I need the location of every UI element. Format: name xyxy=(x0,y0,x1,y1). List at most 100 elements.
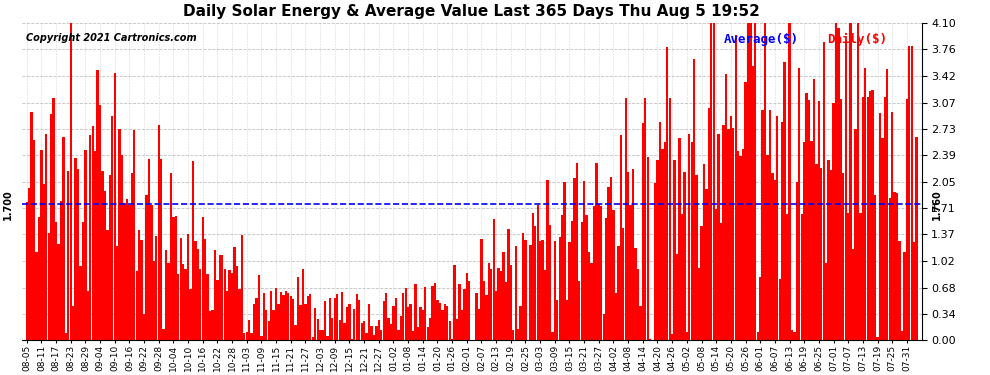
Bar xyxy=(718,134,720,340)
Bar xyxy=(495,291,497,340)
Bar xyxy=(52,98,54,340)
Bar xyxy=(798,68,801,341)
Bar xyxy=(319,330,322,340)
Bar xyxy=(377,320,380,340)
Bar xyxy=(854,129,856,340)
Text: 1.700: 1.700 xyxy=(3,189,13,220)
Bar xyxy=(866,98,869,340)
Bar xyxy=(610,177,612,340)
Bar xyxy=(593,206,595,340)
Bar xyxy=(838,28,840,340)
Bar xyxy=(622,228,625,340)
Bar xyxy=(774,180,776,340)
Bar xyxy=(162,329,164,340)
Bar xyxy=(272,310,275,340)
Bar xyxy=(365,333,367,340)
Bar xyxy=(170,172,172,340)
Bar xyxy=(551,332,553,340)
Bar xyxy=(387,318,390,340)
Bar xyxy=(150,205,152,340)
Bar xyxy=(104,191,106,340)
Bar xyxy=(41,150,43,340)
Bar xyxy=(129,205,131,340)
Bar xyxy=(332,318,334,340)
Bar xyxy=(460,310,463,340)
Bar xyxy=(566,300,568,340)
Bar xyxy=(776,117,778,340)
Bar xyxy=(681,214,683,340)
Bar xyxy=(346,307,348,340)
Bar xyxy=(392,306,395,340)
Bar xyxy=(532,213,534,340)
Bar xyxy=(646,157,648,340)
Bar xyxy=(463,288,465,340)
Bar xyxy=(92,126,94,341)
Bar xyxy=(588,252,590,340)
Bar xyxy=(167,262,169,340)
Bar xyxy=(43,184,45,340)
Bar xyxy=(656,160,658,340)
Bar xyxy=(309,294,312,340)
Bar xyxy=(209,311,211,340)
Bar xyxy=(830,170,833,340)
Bar xyxy=(400,316,402,340)
Bar xyxy=(437,300,439,340)
Bar xyxy=(290,296,292,340)
Bar xyxy=(26,202,28,340)
Bar xyxy=(285,291,287,340)
Text: Copyright 2021 Cartronics.com: Copyright 2021 Cartronics.com xyxy=(27,33,197,43)
Bar xyxy=(221,255,224,340)
Bar xyxy=(820,168,823,340)
Bar xyxy=(898,242,901,340)
Bar xyxy=(448,321,450,340)
Bar xyxy=(165,250,167,340)
Bar xyxy=(116,246,119,340)
Bar xyxy=(214,250,216,340)
Bar xyxy=(336,294,339,340)
Bar xyxy=(710,23,713,341)
Bar xyxy=(96,70,99,340)
Bar xyxy=(368,304,370,340)
Bar xyxy=(713,23,715,341)
Bar xyxy=(786,214,788,340)
Bar xyxy=(889,198,891,340)
Bar xyxy=(172,217,174,340)
Bar xyxy=(94,152,96,340)
Bar xyxy=(666,47,668,340)
Bar xyxy=(194,240,197,340)
Bar xyxy=(465,273,468,340)
Bar xyxy=(141,240,143,340)
Bar xyxy=(133,130,136,340)
Bar xyxy=(109,174,111,340)
Bar xyxy=(578,281,580,340)
Bar xyxy=(598,204,600,340)
Bar xyxy=(252,304,255,340)
Bar xyxy=(744,82,746,340)
Bar xyxy=(33,140,36,340)
Bar xyxy=(522,232,524,340)
Bar xyxy=(644,98,646,340)
Bar xyxy=(512,330,515,340)
Bar xyxy=(769,110,771,340)
Bar xyxy=(322,330,324,340)
Bar xyxy=(906,99,908,340)
Bar xyxy=(204,238,206,340)
Bar xyxy=(686,332,688,340)
Bar xyxy=(537,205,539,340)
Bar xyxy=(277,304,280,340)
Bar xyxy=(688,134,690,340)
Bar xyxy=(693,59,695,340)
Bar xyxy=(625,98,627,340)
Bar xyxy=(46,134,48,340)
Bar xyxy=(267,321,270,340)
Bar xyxy=(231,273,234,340)
Bar xyxy=(453,265,455,340)
Bar xyxy=(358,300,360,340)
Bar xyxy=(916,137,918,340)
Bar xyxy=(197,249,199,340)
Bar xyxy=(627,172,630,340)
Bar xyxy=(544,270,546,340)
Bar xyxy=(72,306,74,340)
Bar xyxy=(840,99,842,340)
Bar xyxy=(54,222,57,340)
